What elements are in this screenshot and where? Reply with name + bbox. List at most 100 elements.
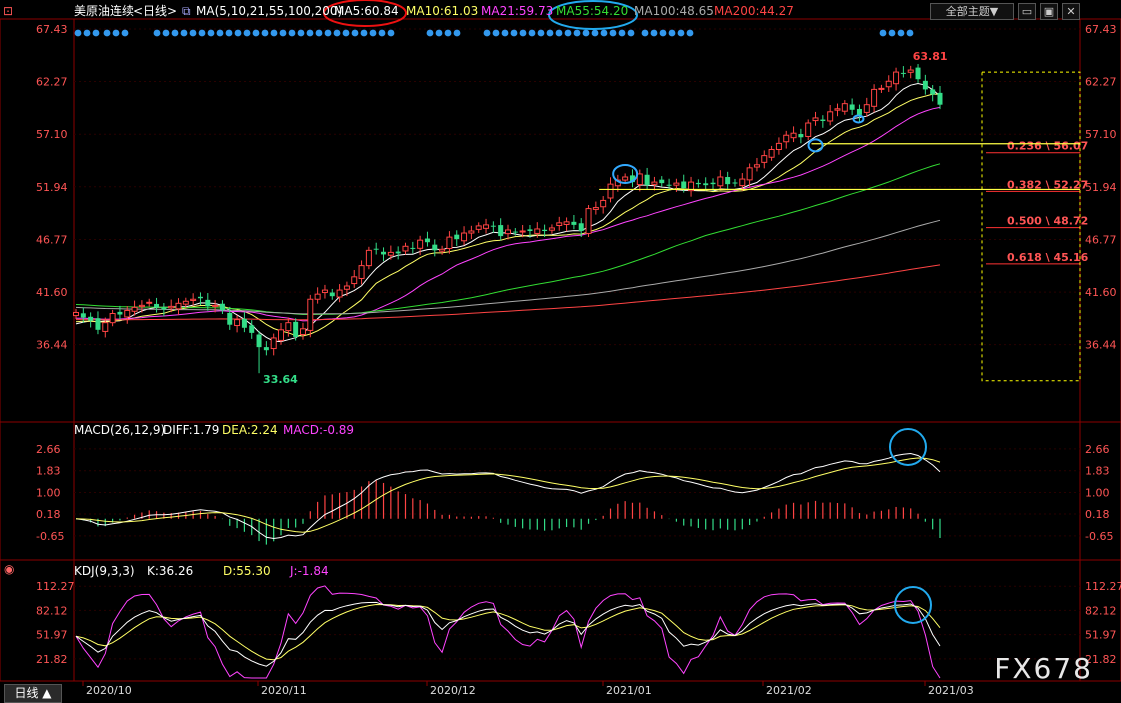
candle-body — [659, 179, 665, 184]
ma-legend: MA5:60.84 MA10:61.03 MA21:59.73 MA55:54.20 M… — [334, 4, 794, 18]
highlight-circle — [894, 586, 932, 624]
candle — [234, 315, 241, 333]
candle — [336, 284, 343, 303]
candle — [417, 235, 424, 256]
close-icon[interactable]: ✕ — [1062, 3, 1080, 20]
ma-settings-icon[interactable]: ⧉ — [182, 4, 191, 18]
kdj-legend-item: D:55.30 — [223, 564, 271, 578]
candle-body — [542, 229, 548, 231]
fibonacci-levels: 0.236 \ 56.07 0.382 \ 52.27 0.500 \ 48.72 0… — [981, 71, 1089, 382]
kdj-legend-item: K:36.26 — [147, 564, 193, 578]
candle — [131, 300, 138, 316]
candle — [629, 169, 635, 188]
candle-body — [746, 167, 753, 181]
signal-dot — [906, 29, 914, 37]
candle-body — [336, 289, 343, 298]
signal-dot — [261, 29, 269, 37]
candle — [775, 137, 782, 155]
candle-body — [863, 104, 870, 113]
signal-dot — [888, 29, 896, 37]
candle — [95, 311, 101, 335]
price-tick-right: 41.60 — [1085, 286, 1117, 299]
candle-body — [439, 248, 446, 252]
candle — [636, 169, 643, 192]
candle — [798, 128, 804, 144]
candle-body — [490, 225, 496, 227]
candles[interactable] — [73, 64, 943, 374]
price-tick-right: 67.43 — [1085, 23, 1117, 36]
signal-dot — [225, 29, 233, 37]
candle-body — [95, 318, 101, 330]
candle-body — [278, 329, 285, 341]
candle — [922, 74, 928, 95]
candle-body — [519, 230, 526, 233]
candle — [563, 217, 570, 232]
macd-tick-left: 0.18 — [36, 508, 61, 521]
signal-dot — [171, 29, 179, 37]
candle — [695, 179, 701, 188]
candle — [461, 226, 468, 246]
candle-body — [739, 178, 746, 187]
signal-dot — [897, 29, 905, 37]
signal-dot — [351, 29, 359, 37]
kdj-legend: K:36.26 D:55.30 J:-1.84 — [147, 564, 329, 578]
chart-header: ⊡ 美原油连续 <日线> ⧉ MA(5,10,21,55,100,200) MA… — [3, 3, 794, 18]
signal-dot — [444, 29, 452, 37]
candle-body — [175, 302, 182, 310]
signal-dot — [686, 29, 694, 37]
price-tick-right: 51.94 — [1085, 181, 1117, 194]
candle — [402, 242, 409, 255]
candle — [900, 66, 906, 78]
header-icon: ⊡ — [3, 4, 13, 18]
period-tab[interactable]: 日线 ▲ — [4, 684, 62, 703]
candle-body — [922, 80, 928, 90]
candle — [732, 178, 738, 187]
candle — [841, 100, 848, 115]
candle-body — [234, 319, 241, 327]
maximize-icon[interactable]: ▣ — [1040, 3, 1058, 20]
price-tick-left: 41.60 — [36, 286, 68, 299]
candle — [585, 205, 592, 238]
candle-body — [585, 208, 592, 234]
candle — [270, 333, 277, 356]
candle — [439, 245, 446, 255]
candle — [592, 201, 599, 215]
macd-tick-right: 0.18 — [1085, 508, 1110, 521]
signal-dot — [641, 29, 649, 37]
signal-dot — [453, 29, 461, 37]
time-tick-label: 2021/03 — [928, 684, 974, 697]
candle-body — [717, 176, 724, 187]
high-price-label: 63.81 — [913, 50, 948, 63]
candle-body — [307, 298, 314, 331]
candle — [505, 224, 511, 240]
candle — [622, 173, 629, 184]
theme-dropdown-button[interactable]: 全部主题▼ — [930, 3, 1014, 20]
candle-body — [432, 244, 438, 251]
candle — [432, 239, 438, 257]
price-tick-left: 51.94 — [36, 181, 68, 194]
minimize-icon[interactable]: ▭ — [1018, 3, 1036, 20]
candle — [381, 247, 387, 262]
signal-dot — [180, 29, 188, 37]
signal-dot — [216, 29, 224, 37]
candle — [168, 299, 175, 313]
signal-dot — [83, 29, 91, 37]
candle — [227, 306, 233, 330]
candle-body — [900, 72, 906, 74]
signal-dot — [378, 29, 386, 37]
candle-body — [710, 182, 716, 185]
candle-body — [878, 87, 885, 90]
candle-body — [321, 289, 328, 294]
candle-body — [161, 307, 167, 310]
candle — [600, 196, 607, 214]
candle-body — [475, 225, 482, 230]
candle-body — [907, 69, 914, 73]
time-tick-label: 2020/11 — [261, 684, 307, 697]
kdj-marker-icon: ◉ — [4, 562, 14, 576]
candle-body — [256, 334, 262, 348]
fib-level-label: 0.236 \ 56.07 — [1007, 140, 1088, 153]
candle — [138, 300, 145, 313]
candle-body — [395, 251, 401, 254]
signal-dot — [207, 29, 215, 37]
